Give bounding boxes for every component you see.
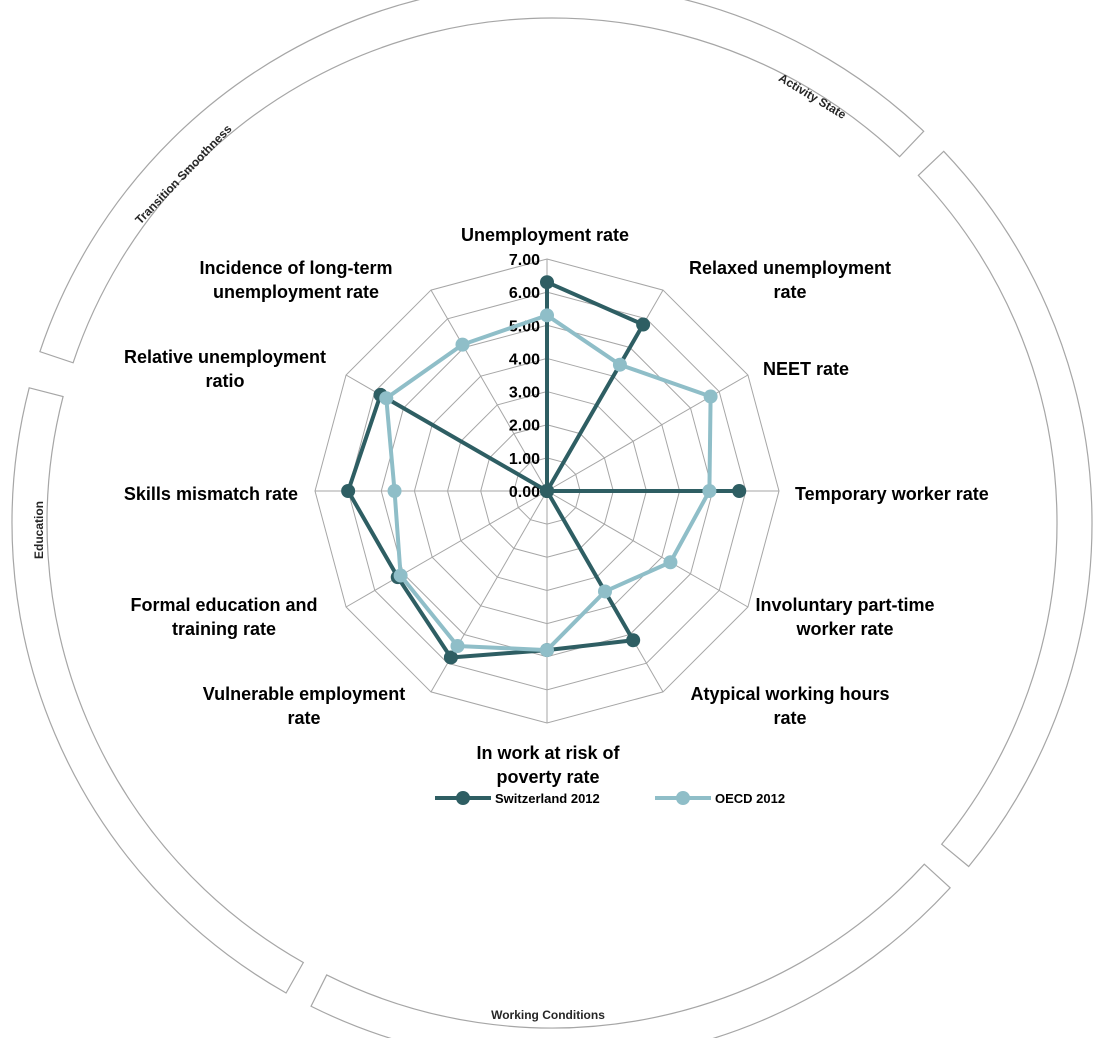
ring-segment: [917, 150, 1093, 868]
data-point: [540, 275, 554, 290]
category-label: Vulnerable employment: [203, 684, 405, 704]
category-label: Atypical working hours: [690, 684, 889, 704]
legend-marker: [676, 791, 690, 805]
category-label: Skills mismatch rate: [124, 484, 298, 504]
category-label: Temporary worker rate: [795, 484, 989, 504]
group-label: Working Conditions: [491, 1008, 605, 1022]
tick-label: 4.00: [509, 351, 540, 368]
data-point: [450, 638, 465, 653]
category-label: rate: [773, 708, 806, 728]
data-series: [341, 275, 747, 665]
data-point: [703, 389, 718, 404]
legend-label: Switzerland 2012: [495, 791, 600, 806]
category-label: rate: [773, 282, 806, 302]
data-point: [702, 484, 717, 498]
ring-segment: [11, 387, 305, 994]
category-labels: Unemployment rate Relaxed unemployment rat…: [124, 225, 989, 787]
data-point: [540, 643, 554, 658]
tick-label: 7.00: [509, 252, 540, 269]
legend-label: OECD 2012: [715, 791, 785, 806]
category-label: worker rate: [795, 619, 893, 639]
category-label: rate: [287, 708, 320, 728]
data-point: [341, 484, 356, 498]
tick-label: 0.00: [509, 484, 540, 501]
category-label: Relaxed unemployment: [689, 258, 891, 278]
legend-marker: [456, 791, 470, 805]
spoke: [430, 289, 548, 492]
category-label: unemployment rate: [213, 282, 379, 302]
series-line: [346, 280, 742, 660]
spoke: [546, 490, 749, 608]
data-point: [598, 584, 612, 599]
ring-segment: [39, 0, 925, 364]
data-point: [443, 650, 458, 665]
category-label: poverty rate: [496, 767, 599, 787]
data-point: [663, 555, 678, 570]
category-label: Relative unemployment: [124, 347, 326, 367]
data-point: [540, 308, 554, 323]
tick-label: 6.00: [509, 285, 540, 302]
data-point: [612, 357, 627, 372]
tick-label: 3.00: [509, 385, 540, 402]
data-point: [393, 568, 408, 583]
group-label: Education: [32, 501, 46, 559]
data-point: [387, 484, 402, 498]
category-label: Involuntary part-time: [755, 595, 934, 615]
category-label: Incidence of long-term: [199, 258, 392, 278]
category-label: Unemployment rate: [461, 225, 629, 245]
spoke: [345, 490, 548, 608]
category-label: In work at risk of: [476, 743, 620, 763]
category-label: training rate: [172, 619, 276, 639]
ring-segment: [310, 863, 951, 1038]
data-point: [540, 484, 554, 498]
tick-label: 1.00: [509, 451, 540, 468]
data-point: [379, 391, 394, 406]
category-label: ratio: [205, 371, 244, 391]
data-point: [626, 633, 641, 648]
tick-labels: 0.001.002.003.004.005.006.007.00: [509, 252, 540, 501]
category-label: NEET rate: [763, 359, 849, 379]
data-point: [732, 484, 747, 498]
category-label: Formal education and: [130, 595, 317, 615]
tick-label: 2.00: [509, 418, 540, 435]
data-point: [455, 337, 470, 352]
data-point: [636, 317, 651, 332]
legend: Switzerland 2012 OECD 2012: [435, 791, 785, 806]
